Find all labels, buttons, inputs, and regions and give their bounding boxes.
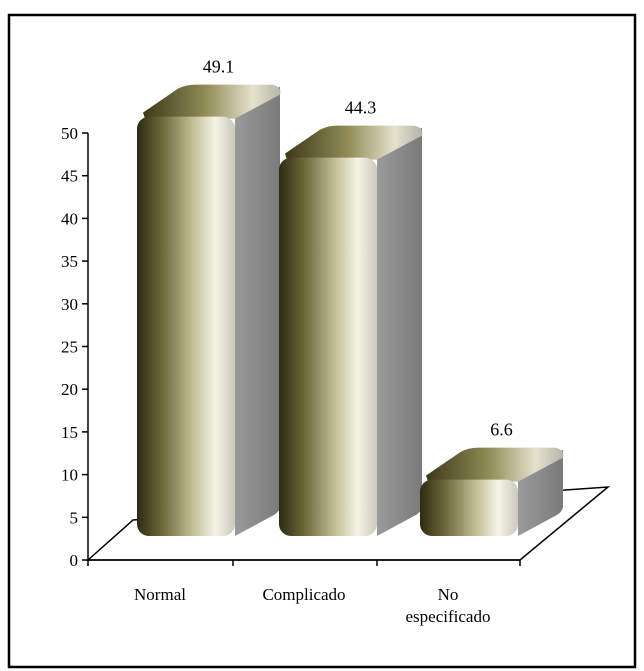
- y-tick-label: 50: [61, 124, 78, 143]
- bars: [137, 84, 564, 537]
- y-tick-label: 45: [61, 167, 78, 186]
- y-tick-label: 5: [70, 508, 79, 527]
- category-label: Complicado: [262, 585, 345, 604]
- y-tick-label: 20: [61, 380, 78, 399]
- y-tick-label: 30: [61, 295, 78, 314]
- category-label: especificado: [406, 607, 491, 626]
- data-label: 44.3: [345, 98, 377, 118]
- y-tick-label: 10: [61, 466, 78, 485]
- y-axis: 0 5 10 15 20 25 30 35 40 45 50: [61, 124, 89, 570]
- bar-front: [420, 479, 518, 536]
- bar-top: [285, 125, 423, 160]
- bar-front: [137, 116, 235, 536]
- bar-top: [143, 84, 281, 119]
- y-tick-label: 35: [61, 252, 78, 271]
- bar-side: [518, 449, 563, 536]
- data-labels: 49.1 44.3 6.6: [203, 57, 513, 440]
- y-tick-label: 15: [61, 423, 78, 442]
- bar-front: [279, 157, 377, 537]
- y-tick-label: 40: [61, 209, 78, 228]
- y-tick-label: 25: [61, 338, 78, 357]
- x-axis-categories: Normal Complicado No especificado: [87, 559, 521, 626]
- category-label: Normal: [134, 585, 186, 604]
- bar-side: [235, 86, 280, 536]
- y-tick-label: 0: [70, 551, 79, 570]
- data-label: 49.1: [203, 57, 235, 77]
- bar: [279, 125, 423, 537]
- category-label: No: [438, 585, 459, 604]
- bar-side: [377, 127, 422, 536]
- bar-top: [426, 447, 564, 482]
- bar: [137, 84, 281, 536]
- bar: [420, 447, 564, 536]
- data-label: 6.6: [490, 420, 513, 440]
